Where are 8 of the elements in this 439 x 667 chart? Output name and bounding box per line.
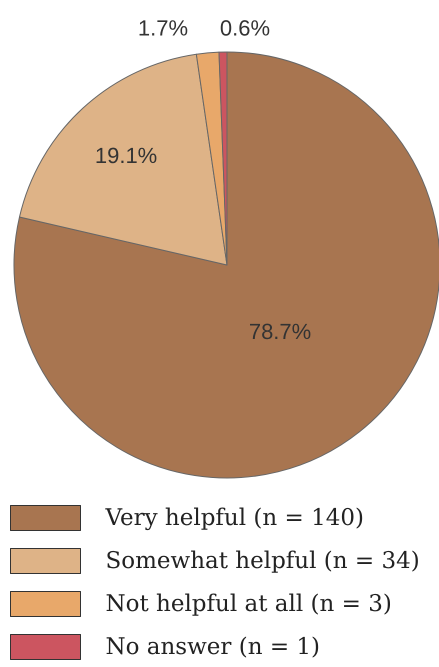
legend-label: No answer (n = 1) [106, 634, 320, 660]
data-label: 78.7% [248, 319, 312, 344]
data-label: 19.1% [94, 142, 158, 168]
legend-label: Not helpful at all (n = 3) [106, 591, 392, 617]
data-label: 1.7% [138, 16, 188, 40]
legend-label: Somewhat helpful (n = 34) [106, 548, 420, 574]
data-label: 0.6% [220, 16, 270, 40]
legend-label: Very helpful (n = 140) [104, 505, 364, 531]
